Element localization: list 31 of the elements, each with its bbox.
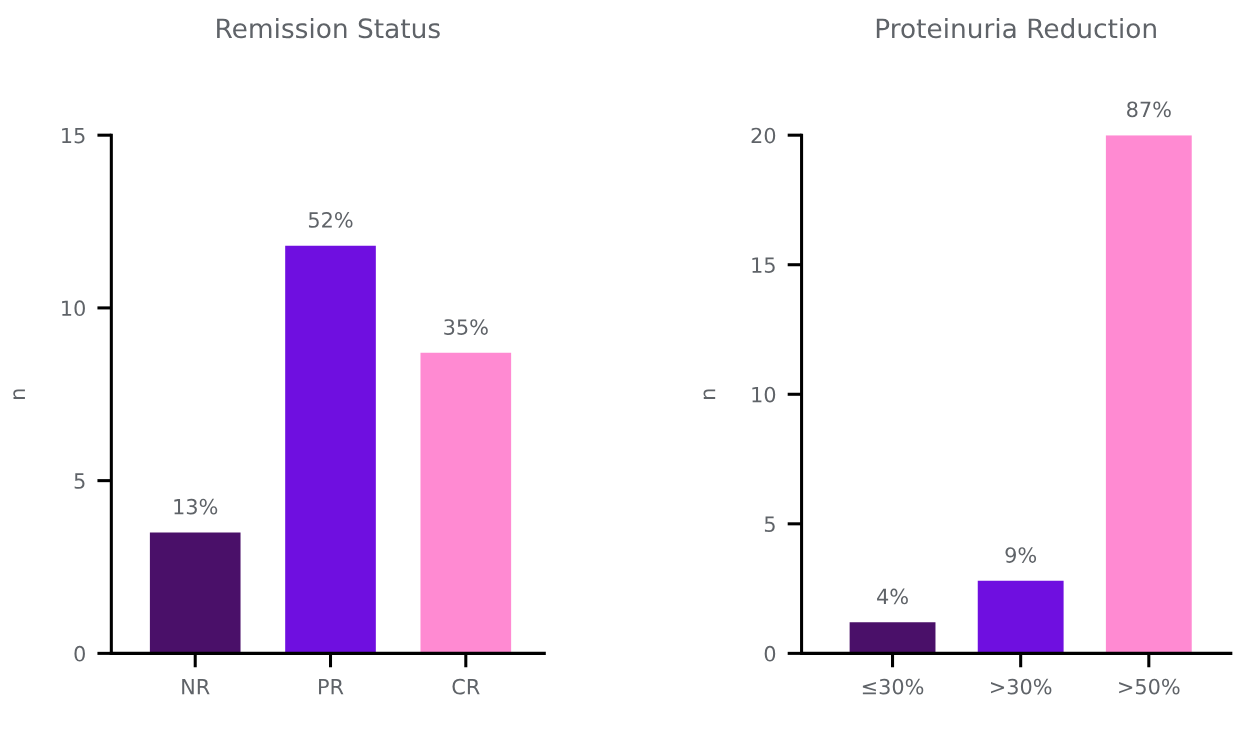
y-tick-label: 15 (752, 257, 775, 273)
bar (977, 580, 1064, 654)
annotation: 52% (308, 212, 353, 228)
x-tick-label: PR (319, 679, 344, 695)
bar (285, 245, 376, 654)
y-tick-label: 15 (62, 127, 85, 144)
annotation: 35% (444, 319, 488, 335)
chart-title: Remission Status (217, 17, 440, 39)
bar (149, 532, 241, 654)
annotation: 13% (174, 498, 218, 515)
x-tick-label: >50% (1119, 678, 1180, 695)
y-tick-label: 0 (74, 645, 85, 662)
y-axis-title: n (13, 389, 25, 399)
y-tick-label: 10 (752, 386, 776, 403)
bar (849, 622, 936, 654)
y-tick-label: 0 (764, 645, 776, 662)
chart-title: Proteinuria Reduction (876, 17, 1156, 39)
annotation: 9% (1005, 547, 1037, 563)
y-tick-label: 5 (764, 516, 775, 533)
bar (1105, 135, 1192, 654)
x-tick-label: ≤30% (862, 678, 924, 695)
y-axis-title: n (703, 389, 716, 399)
bar (420, 352, 512, 654)
y-tick-label: 10 (62, 300, 85, 317)
x-tick-label: NR (182, 679, 210, 695)
x-tick-label: >30% (991, 678, 1052, 695)
y-tick-label: 20 (751, 127, 776, 144)
y-tick-label: 5 (74, 473, 85, 489)
annotation: 87% (1127, 101, 1171, 118)
annotation: 4% (877, 588, 908, 605)
x-tick-label: CR (452, 678, 480, 695)
